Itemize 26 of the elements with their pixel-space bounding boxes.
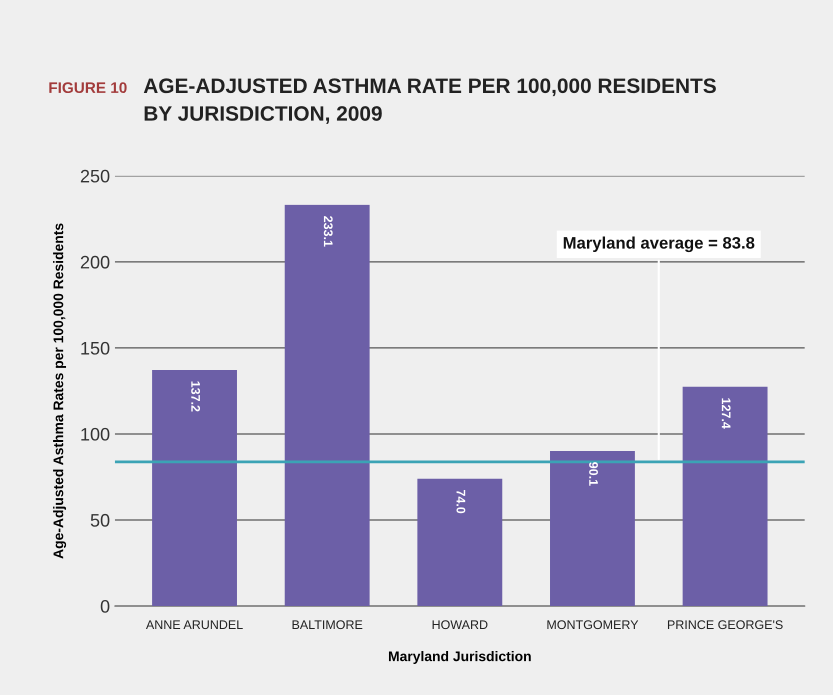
bar [284,204,370,606]
x-tick-label: ANNE ARUNDEL [146,620,243,630]
chart-title: AGE-ADJUSTED ASTHMA RATE PER 100,000 RESIDENTS BY JURISDICTION, 2009 [144,78,716,124]
y-tick-label: 0 [100,600,110,613]
x-tick-label: MONTGOMERY [547,620,638,630]
bar [152,370,237,606]
bar [417,478,502,606]
bar [682,386,768,606]
data-label: 74.0 [456,490,466,514]
y-axis-title: Age-Adjusted Asthma Rates per 100,000 Residents [53,223,66,559]
y-tick-label: 200 [80,256,110,269]
caption: FIGURE 10 [49,82,127,94]
data-label: 137.2 [191,381,200,412]
y-tick-label: 50 [90,514,110,527]
x-tick-label: BALTIMORE [292,620,362,630]
ref-line-label: Maryland average = 83.8 [564,236,754,252]
x-tick-label: PRINCE GEORGE'S [668,620,783,630]
data-label: 90.1 [589,462,598,486]
x-tick-label: HOWARD [432,620,488,630]
y-tick-label: 150 [81,342,110,355]
data-label: 233.1 [324,216,333,247]
bar [550,450,635,606]
x-axis-title: Maryland Jurisdiction [388,651,531,664]
data-label: 127.4 [722,398,731,429]
y-tick-label: 100 [81,428,110,441]
y-tick-label: 250 [80,170,110,183]
